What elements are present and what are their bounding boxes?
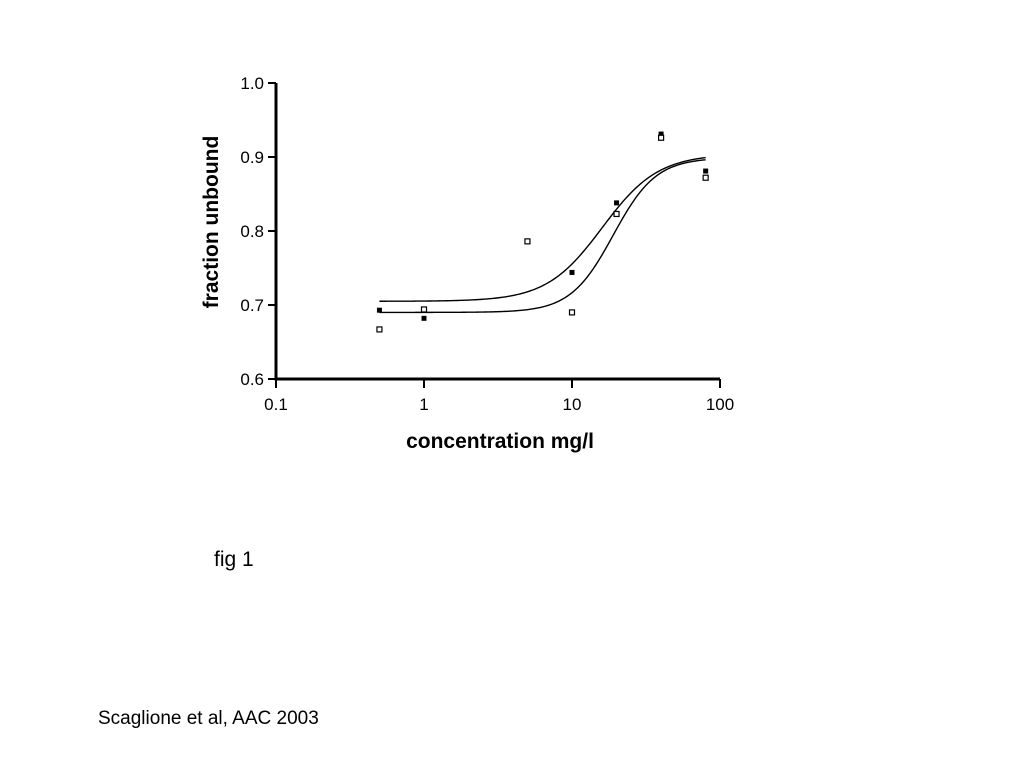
data-point-filled — [421, 315, 427, 321]
chart-axes: 0.6 0.7 0.8 0.9 1.0 0.1 1 10 100 — [240, 74, 734, 414]
data-point-open — [613, 210, 620, 218]
fit-curves — [379, 156, 706, 314]
fit-curve-1 — [379, 156, 706, 302]
citation: Scaglione et al, AAC 2003 — [98, 708, 319, 729]
x-tick-label: 1 — [419, 395, 428, 414]
y-tick-label: 0.6 — [240, 370, 264, 389]
data-point-filled — [569, 269, 575, 275]
data-point-open — [376, 326, 383, 333]
data-point-filled — [703, 168, 709, 174]
y-tick-label: 1.0 — [240, 74, 264, 93]
data-point-filled — [658, 131, 664, 137]
x-tick-label: 0.1 — [264, 395, 288, 414]
x-tick-label: 10 — [563, 395, 582, 414]
data-point-open — [420, 306, 428, 313]
data-point-open — [658, 134, 665, 141]
x-axis-label: concentration mg/l — [406, 430, 594, 453]
y-axis-label: fraction unbound — [200, 136, 223, 309]
y-tick-label: 0.8 — [240, 222, 264, 241]
y-tick-label: 0.9 — [240, 148, 264, 167]
data-point-filled — [614, 200, 620, 206]
x-tick-label: 100 — [706, 395, 734, 414]
data-points — [376, 131, 709, 333]
data-point-filled — [376, 307, 382, 313]
figure-caption: fig 1 — [214, 548, 254, 571]
data-point-open — [524, 238, 531, 245]
fit-curve-2 — [379, 159, 706, 314]
y-tick-label: 0.7 — [240, 296, 264, 315]
data-point-open — [702, 174, 709, 181]
data-point-open — [568, 309, 576, 316]
